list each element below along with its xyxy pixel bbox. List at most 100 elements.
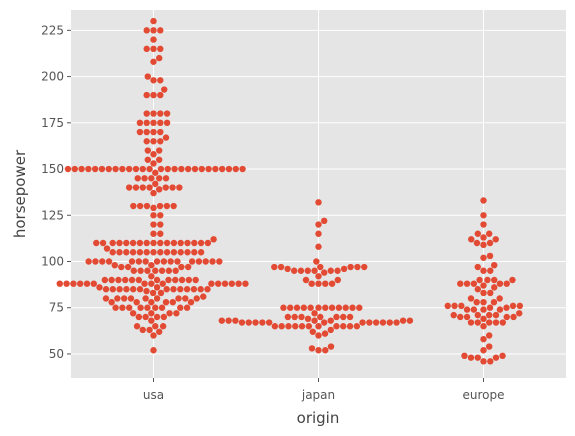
data-point-japan [321, 217, 328, 225]
data-point-usa [150, 36, 157, 43]
data-point-usa [153, 313, 161, 321]
data-point-usa [215, 280, 222, 287]
data-point-usa [182, 295, 189, 302]
y-tick-label: 175 [41, 116, 64, 130]
data-point-usa [90, 280, 97, 287]
data-point-usa [128, 276, 136, 284]
data-point-japan [309, 328, 316, 335]
data-point-usa [101, 276, 109, 284]
data-point-japan [245, 319, 252, 326]
data-point-europe [480, 221, 487, 228]
data-point-usa [156, 175, 163, 182]
data-point-usa [136, 286, 144, 293]
data-point-usa [125, 165, 133, 173]
data-point-usa [156, 147, 163, 154]
data-point-japan [284, 265, 291, 273]
data-point-usa [163, 110, 171, 117]
data-point-usa [177, 286, 184, 293]
data-point-usa [139, 184, 146, 191]
data-point-usa [184, 249, 191, 256]
data-point-japan [298, 323, 306, 330]
data-point-europe [491, 261, 498, 269]
data-point-usa [150, 119, 157, 127]
data-point-usa [190, 286, 198, 293]
data-point-usa [150, 128, 157, 136]
data-point-europe [492, 236, 499, 243]
data-point-usa [152, 267, 159, 274]
data-point-usa [150, 347, 157, 354]
data-point-usa [221, 280, 229, 287]
data-point-usa [225, 165, 233, 173]
data-point-japan [379, 319, 387, 326]
data-point-usa [210, 236, 217, 243]
data-point-usa [146, 184, 153, 191]
data-point-europe [474, 354, 481, 361]
data-point-japan [259, 319, 266, 326]
data-point-usa [183, 304, 191, 311]
y-tick-label: 200 [41, 70, 64, 84]
data-point-usa [83, 280, 91, 287]
data-point-europe [457, 313, 464, 321]
data-point-usa [164, 165, 171, 173]
data-point-europe [480, 254, 487, 261]
data-point-usa [167, 258, 174, 265]
y-tick-label: 150 [41, 162, 64, 176]
data-point-usa [116, 286, 123, 293]
data-point-usa [166, 310, 173, 317]
data-point-europe [480, 289, 487, 297]
data-point-japan [315, 199, 322, 206]
data-point-usa [150, 151, 157, 158]
data-point-europe [490, 298, 498, 306]
data-point-usa [103, 245, 111, 252]
data-point-usa [197, 286, 204, 293]
data-point-usa [144, 147, 151, 154]
data-point-usa [85, 258, 92, 265]
data-point-japan [333, 323, 340, 330]
data-point-usa [123, 249, 130, 256]
data-point-europe [480, 315, 487, 323]
data-point-usa [143, 45, 150, 53]
data-point-japan [315, 304, 322, 311]
data-point-usa [148, 317, 155, 324]
data-point-usa [132, 165, 140, 173]
data-point-usa [174, 258, 181, 265]
data-point-japan [315, 323, 322, 330]
data-point-japan [386, 319, 393, 326]
data-point-europe [444, 302, 451, 310]
data-point-usa [153, 276, 161, 284]
data-point-usa [127, 295, 135, 302]
data-point-usa [178, 263, 185, 271]
data-point-japan [328, 304, 336, 311]
data-point-usa [156, 202, 164, 210]
data-point-usa [125, 184, 133, 191]
data-point-usa [123, 239, 130, 247]
data-point-usa [158, 267, 166, 274]
data-point-japan [315, 221, 322, 228]
data-point-usa [218, 165, 226, 173]
data-point-japan [232, 317, 239, 324]
data-point-usa [146, 165, 153, 173]
x-tick-label-europe: europe [463, 388, 505, 402]
data-point-usa [187, 298, 195, 306]
data-point-usa [170, 286, 177, 293]
data-point-usa [115, 276, 122, 284]
data-point-japan [347, 263, 354, 271]
data-point-usa [178, 276, 186, 284]
data-point-usa [170, 239, 178, 247]
data-point-usa [159, 280, 166, 287]
data-point-usa [70, 280, 77, 287]
data-point-japan [315, 332, 322, 339]
data-point-usa [148, 310, 155, 317]
data-point-usa [99, 258, 106, 265]
data-point-europe [467, 295, 475, 302]
data-point-usa [114, 295, 121, 302]
data-point-europe [480, 306, 487, 313]
data-point-europe [463, 280, 471, 287]
data-point-usa [119, 165, 126, 173]
data-point-usa [148, 273, 155, 280]
data-point-japan [317, 313, 324, 321]
data-point-usa [204, 239, 212, 247]
data-point-europe [480, 335, 487, 343]
data-point-usa [76, 280, 84, 287]
data-point-usa [143, 119, 150, 127]
